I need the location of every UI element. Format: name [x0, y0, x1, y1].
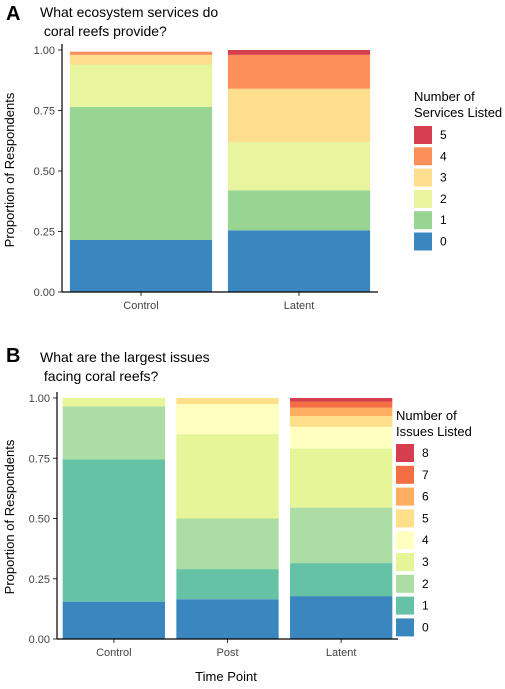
bar-segment-latent-2	[290, 507, 393, 564]
legend-label-4: 4	[440, 149, 447, 163]
bar-segment-control-2	[69, 64, 213, 107]
legend-key-4	[396, 531, 414, 550]
bar-segment-control-0	[62, 601, 165, 639]
legend-key-3	[396, 553, 414, 571]
bar-segment-control-2	[62, 406, 165, 460]
legend-label-8: 8	[422, 446, 429, 460]
panel-a-legend-title-line-2: Services Listed	[414, 105, 502, 120]
bar-segment-latent-3	[290, 448, 393, 508]
y-tick-label: 0.75	[29, 453, 50, 465]
y-tick-label: 0.75	[34, 106, 55, 118]
panel-b: B What are the largest issues facing cor…	[2, 345, 472, 684]
legend-key-0	[414, 232, 432, 251]
panel-a-label: A	[6, 3, 20, 25]
legend-label-0: 0	[422, 620, 429, 634]
bar-segment-latent-4	[290, 426, 393, 449]
legend-label-2: 2	[422, 577, 429, 591]
panel-b-title-line-2: facing coral reefs?	[40, 368, 158, 384]
bar-segment-post-2	[176, 518, 279, 570]
x-tick-label-post: Post	[216, 647, 238, 659]
panel-a-plot: 0.00 0.25 0.50 0.75 1.00 Control Latent	[34, 44, 378, 312]
panel-a-y-axis-title: Proportion of Respondents	[2, 92, 17, 247]
bar-segment-latent-1	[290, 563, 393, 597]
x-tick-label-latent: Latent	[284, 300, 315, 312]
legend-key-8	[396, 444, 414, 462]
y-tick-label: 0.50	[29, 514, 50, 526]
legend-label-2: 2	[440, 192, 447, 206]
legend-label-3: 3	[440, 171, 447, 185]
bar-segment-control-3	[69, 54, 213, 65]
panel-b-legend-title-line-2: Issues Listed	[396, 424, 472, 439]
legend-label-7: 7	[422, 468, 429, 482]
legend-label-4: 4	[422, 533, 429, 547]
legend-key-2	[396, 574, 414, 593]
panel-a-legend: Number of Services Listed 5 4 3 2 1 0	[414, 89, 502, 251]
bar-segment-post-1	[176, 569, 279, 600]
legend-key-1	[396, 596, 414, 615]
panel-b-x-axis-title: Time Point	[195, 669, 257, 684]
bar-segment-post-4	[176, 404, 279, 435]
bar-segment-control-1	[69, 106, 213, 240]
panel-b-y-axis-title: Proportion of Respondents	[2, 439, 17, 594]
panel-a: A What ecosystem services do coral reefs…	[2, 3, 502, 312]
panel-b-plot: 0.00 0.25 0.50 0.75 1.00 Control Post Latent	[29, 392, 398, 659]
y-tick-label: 1.00	[29, 393, 50, 405]
legend-key-5	[396, 509, 414, 528]
legend-key-0	[396, 618, 414, 637]
bar-segment-latent-0	[227, 230, 371, 292]
bar-segment-latent-7	[290, 401, 393, 408]
y-tick-label: 0.00	[29, 634, 50, 646]
legend-key-5	[414, 126, 432, 144]
legend-label-1: 1	[440, 213, 447, 227]
legend-key-7	[396, 465, 414, 484]
legend-label-6: 6	[422, 490, 429, 504]
bar-segment-latent-2	[227, 141, 371, 191]
legend-label-1: 1	[422, 599, 429, 613]
x-tick-label-control: Control	[96, 647, 131, 659]
y-tick-label: 0.00	[34, 287, 55, 299]
bar-segment-control-0	[69, 239, 213, 292]
panel-b-legend-title-line-1: Number of	[396, 408, 457, 423]
legend-key-6	[396, 487, 414, 506]
panel-a-legend-title-line-1: Number of	[414, 89, 475, 104]
bar-segment-latent-5	[290, 416, 393, 427]
panel-a-title-line-1: What ecosystem services do	[40, 4, 218, 20]
legend-key-4	[414, 147, 432, 166]
bar-segment-latent-1	[227, 190, 371, 231]
bar-segment-control-1	[62, 459, 165, 602]
panel-b-title-line-1: What are the largest issues	[40, 349, 210, 365]
y-tick-label: 0.25	[34, 227, 55, 239]
bar-segment-post-5	[176, 398, 279, 405]
legend-label-3: 3	[422, 555, 429, 569]
legend-label-5: 5	[440, 128, 447, 142]
x-tick-label-control: Control	[123, 300, 158, 312]
y-tick-label: 0.50	[34, 166, 55, 178]
legend-key-1	[414, 211, 432, 230]
bar-segment-latent-6	[290, 407, 393, 417]
bar-segment-latent-5	[227, 50, 371, 55]
legend-label-0: 0	[440, 235, 447, 249]
panel-b-label: B	[6, 345, 20, 367]
x-tick-label-latent: Latent	[326, 647, 357, 659]
bar-segment-control-3	[62, 398, 165, 407]
bar-segment-latent-8	[290, 398, 393, 402]
legend-key-3	[414, 168, 432, 187]
bar-segment-latent-3	[227, 88, 371, 142]
bar-segment-control-4	[69, 51, 213, 55]
legend-key-2	[414, 189, 432, 208]
panel-a-title-line-2: coral reefs provide?	[40, 23, 167, 39]
bar-segment-post-0	[176, 599, 279, 639]
bar-segment-post-3	[176, 434, 279, 519]
bar-segment-latent-4	[227, 54, 371, 89]
panel-b-legend: Number of Issues Listed 8 7 6 5 4 3 2 1 0	[396, 408, 472, 637]
legend-label-5: 5	[422, 511, 429, 525]
bar-segment-latent-0	[290, 596, 393, 639]
y-tick-label: 1.00	[34, 45, 55, 57]
y-tick-label: 0.25	[29, 574, 50, 586]
